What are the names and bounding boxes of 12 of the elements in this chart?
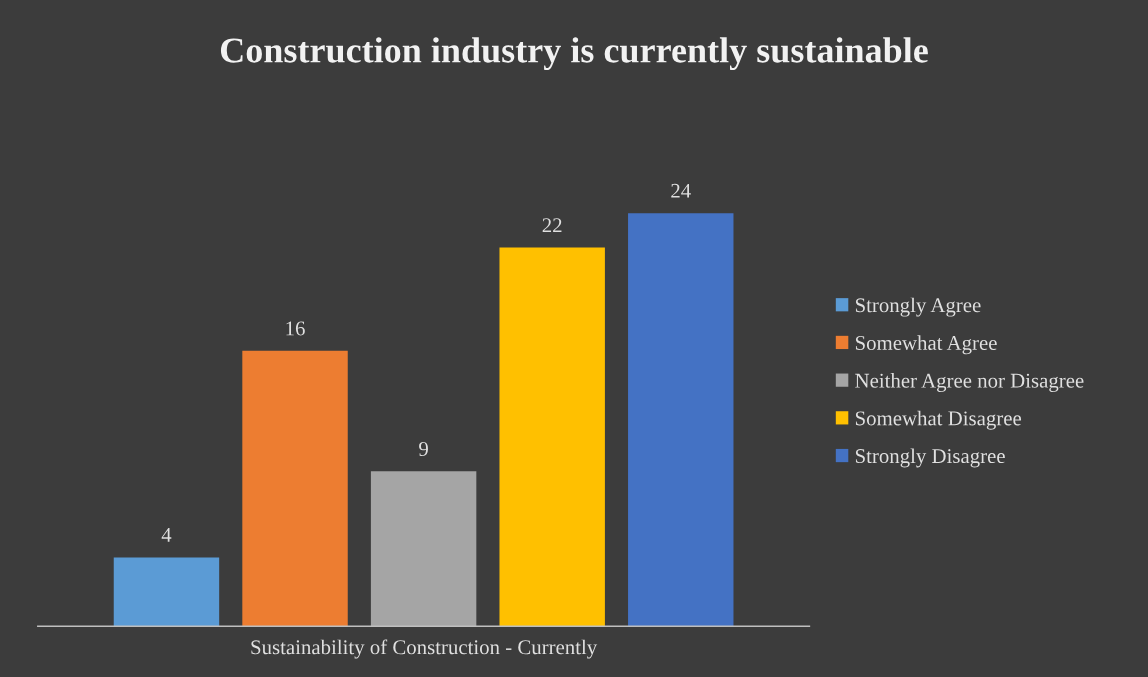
legend-label: Strongly Agree [855,297,981,317]
data-label: 4 [161,528,172,542]
chart-title: Construction industry is currently sustainable [220,37,928,71]
data-label: 16 [286,321,305,336]
legend-label: Somewhat Disagree [855,410,1022,430]
data-label: 24 [671,183,691,198]
legend-label: Strongly Disagree [855,448,1005,468]
legend-label: Somewhat Agree [855,335,997,355]
data-label: 9 [419,441,428,456]
legend-label: Neither Agree nor Disagree [855,373,1084,392]
x-axis-title: Sustainability of Construction - Currently [251,639,598,659]
data-label: 22 [542,218,562,233]
